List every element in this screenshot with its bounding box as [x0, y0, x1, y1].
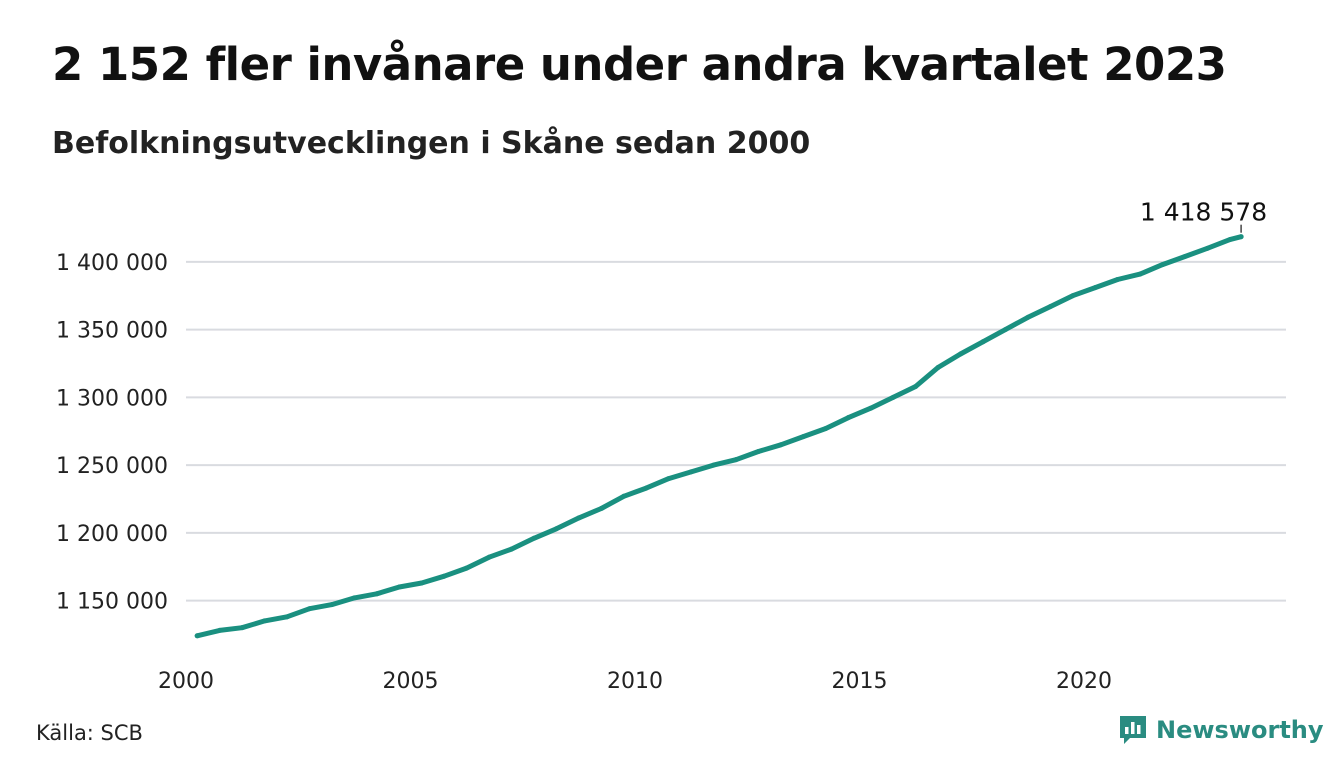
x-axis-ticks: 2000 2005 2010 2015 2020: [158, 669, 1112, 694]
end-value-label: 1 418 578: [1140, 198, 1267, 227]
data-point: [396, 584, 402, 590]
data-point: [1238, 234, 1244, 240]
data-point: [823, 426, 829, 432]
data-point: [868, 405, 874, 411]
x-tick-label: 2015: [831, 669, 887, 694]
data-point: [957, 351, 963, 357]
data-point: [755, 449, 761, 455]
series-line: [194, 234, 1244, 639]
data-point: [800, 434, 806, 440]
data-point: [1227, 237, 1233, 243]
y-axis-ticks: 1 150 000 1 200 000 1 250 000 1 300 000 1 35…: [56, 251, 168, 615]
data-point: [890, 394, 896, 400]
y-tick-label: 1 350 000: [56, 319, 168, 344]
newsworthy-logo-icon: [1120, 716, 1146, 744]
data-point: [935, 365, 941, 371]
data-point: [666, 476, 672, 482]
data-point: [688, 469, 694, 475]
data-point: [419, 580, 425, 586]
data-point: [329, 602, 335, 608]
data-point: [733, 457, 739, 463]
data-point: [1025, 314, 1031, 320]
y-tick-label: 1 150 000: [56, 590, 168, 615]
data-point: [576, 515, 582, 521]
x-tick-label: 2005: [382, 669, 438, 694]
data-point: [262, 618, 268, 624]
x-tick-label: 2000: [158, 669, 214, 694]
x-tick-label: 2010: [607, 669, 663, 694]
data-point: [598, 505, 604, 511]
data-point: [374, 591, 380, 597]
data-point: [1115, 276, 1121, 282]
brand-name: Newsworthy: [1156, 716, 1324, 744]
data-point: [980, 339, 986, 345]
data-point: [194, 633, 200, 639]
data-point: [239, 625, 245, 631]
y-tick-label: 1 250 000: [56, 454, 168, 479]
y-tick-label: 1 300 000: [56, 386, 168, 411]
data-point: [217, 627, 223, 633]
data-point: [531, 535, 537, 541]
data-point: [284, 614, 290, 620]
data-point: [1160, 262, 1166, 268]
data-point: [1137, 271, 1143, 277]
data-point: [1047, 304, 1053, 310]
data-point: [306, 606, 312, 612]
data-point: [464, 565, 470, 571]
data-point: [1070, 293, 1076, 299]
data-point: [1092, 285, 1098, 291]
source-note: Källa: SCB: [36, 721, 143, 745]
data-point: [643, 485, 649, 491]
chart-subtitle: Befolkningsutvecklingen i Skåne sedan 20…: [52, 126, 811, 161]
data-point: [913, 384, 919, 390]
data-point: [486, 554, 492, 560]
data-point: [711, 462, 717, 468]
data-point: [1204, 245, 1210, 251]
data-point: [441, 573, 447, 579]
data-point: [621, 493, 627, 499]
y-tick-label: 1 400 000: [56, 251, 168, 276]
y-tick-label: 1 200 000: [56, 522, 168, 547]
annotations: 1 418 578: [1140, 198, 1267, 233]
data-point: [509, 546, 515, 552]
x-tick-label: 2020: [1056, 669, 1112, 694]
chart-title: 2 152 fler invånare under andra kvartale…: [52, 38, 1227, 91]
data-point: [1182, 253, 1188, 259]
data-point: [1002, 327, 1008, 333]
brand-logo: Newsworthy: [1118, 714, 1324, 746]
data-point: [351, 595, 357, 601]
data-point: [845, 415, 851, 421]
data-point: [553, 526, 559, 532]
series-layer: [194, 234, 1244, 639]
gridlines: [186, 260, 1286, 602]
data-point: [778, 442, 784, 448]
